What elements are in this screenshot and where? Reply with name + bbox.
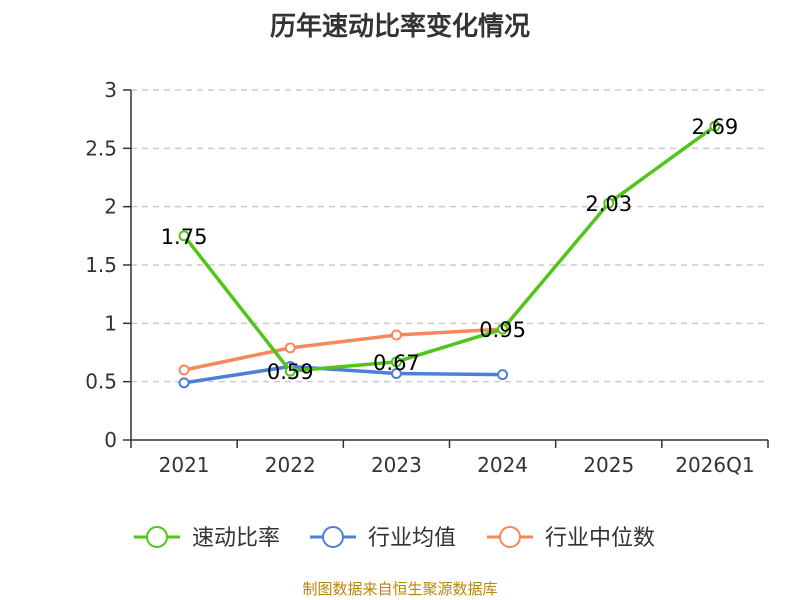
data-point: [284, 365, 296, 377]
grid-lines: [131, 89, 768, 383]
x-tick-label: 2021: [159, 453, 210, 477]
x-tick-label: 2024: [477, 453, 528, 477]
data-point: [178, 364, 190, 376]
data-point: [390, 356, 402, 368]
data-label: 2.69: [692, 115, 739, 139]
legend-marker: [322, 526, 344, 548]
legend-item: 速动比率: [134, 526, 280, 551]
series-line: [183, 327, 503, 372]
chart-title: 历年速动比率变化情况: [269, 12, 530, 42]
x-tick-label: 2022: [265, 453, 316, 477]
legend-label: 行业均值: [368, 526, 456, 551]
legend-label: 速动比率: [192, 526, 280, 551]
data-label: 0.67: [373, 351, 420, 375]
legend-item: 行业中位数: [487, 526, 655, 551]
data-label: 1.75: [161, 225, 208, 249]
x-tick-label: 2026Q1: [675, 453, 754, 477]
legend-label: 行业中位数: [545, 526, 655, 551]
legend-item: 行业均值: [310, 526, 456, 551]
series-lines: [178, 120, 721, 389]
data-point: [390, 329, 402, 341]
data-point: [709, 120, 721, 132]
y-tick-label: 2: [104, 195, 117, 219]
x-tick-label: 2023: [371, 453, 422, 477]
x-tick-label: 2025: [583, 453, 634, 477]
series-line: [182, 124, 716, 373]
axes: 0 0.5 1 1.5 2 2.5 3 2021 2022 2023 2024 2025 2026Q1: [85, 78, 769, 477]
data-point: [603, 197, 615, 209]
y-tick-label: 0.5: [85, 370, 117, 394]
series-line: [183, 364, 503, 385]
data-point: [178, 230, 190, 242]
legend: 速动比率 行业均值 行业中位数: [134, 526, 655, 551]
data-point: [390, 368, 402, 379]
y-tick-label: 1: [104, 311, 117, 335]
source-note: 制图数据来自恒生聚源数据库: [302, 580, 498, 598]
data-point: [178, 377, 190, 389]
y-tick-label: 2.5: [85, 136, 117, 160]
data-label: 0.59: [267, 360, 314, 384]
y-tick-label: 3: [104, 78, 117, 102]
data-point: [497, 369, 509, 381]
data-label: 0.95: [479, 318, 526, 342]
data-point: [284, 342, 296, 354]
data-label: 2.03: [585, 192, 632, 216]
data-point: [497, 323, 509, 335]
y-tick-label: 1.5: [85, 253, 117, 277]
legend-marker: [146, 526, 168, 548]
data-labels: 1.75 0.59 0.67 0.95 2.03 2.69: [161, 115, 739, 384]
y-tick-label: 0: [104, 428, 117, 452]
legend-marker: [499, 526, 521, 548]
